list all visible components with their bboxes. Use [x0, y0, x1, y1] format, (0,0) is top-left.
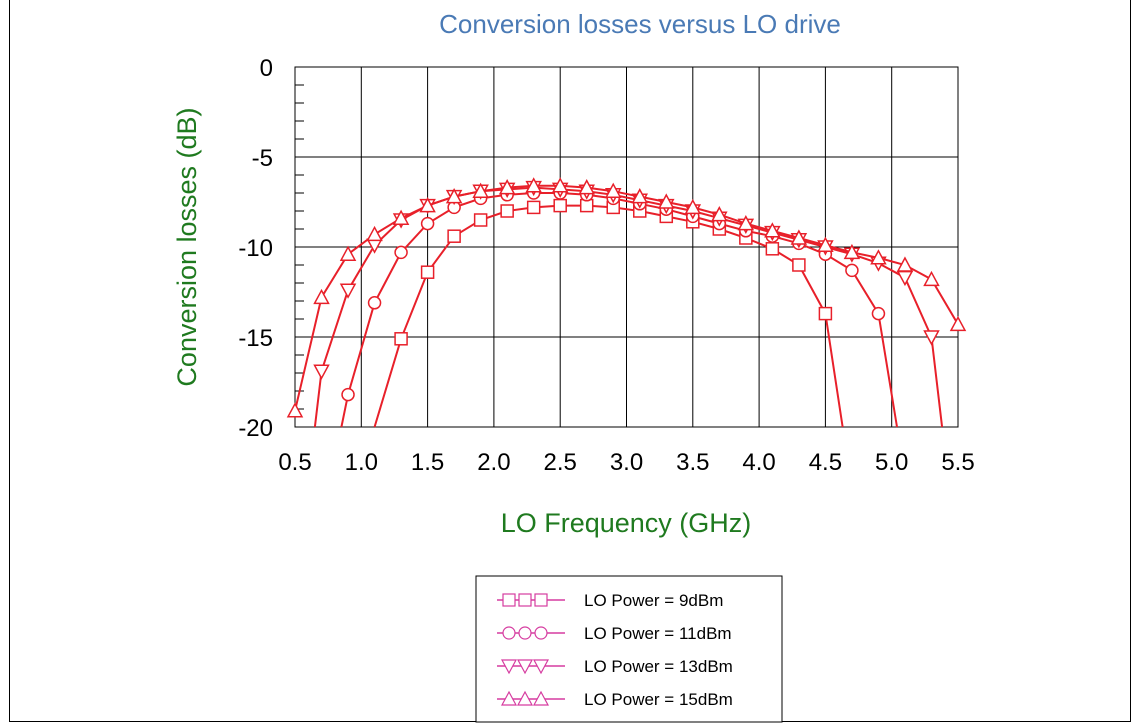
legend-marker — [532, 690, 550, 706]
data-point-marker — [711, 206, 728, 222]
series-4 — [286, 177, 967, 418]
data-point-marker — [684, 198, 702, 215]
tick-labels: 0.5 1.0 1.5 2.0 2.5 3.0 3.5 4.0 4.5 5.0 5.5 0 -5 -10 -… — [238, 55, 974, 476]
data-point-marker — [473, 213, 488, 227]
legend: LO Power = 9dBm LO Power = 11dBm LO Power … — [475, 575, 783, 723]
series-2 — [340, 186, 898, 428]
data-point-marker — [923, 270, 940, 287]
x-tick-label: 5.5 — [941, 449, 974, 476]
data-point-marker — [286, 402, 304, 418]
y-tick-label: -5 — [252, 145, 273, 172]
data-point-marker — [631, 188, 649, 204]
x-tick-label: 4.5 — [809, 449, 842, 476]
data-point-marker — [525, 177, 542, 193]
grid — [294, 66, 959, 428]
y-tick-label: -20 — [238, 415, 273, 442]
data-point-marker — [472, 182, 489, 198]
data-point-marker — [313, 288, 330, 305]
data-point-marker — [445, 188, 463, 204]
data-point-marker — [949, 315, 967, 332]
chart-title: Conversion losses versus LO drive — [439, 9, 841, 39]
legend-marker — [516, 690, 534, 706]
data-point-marker — [765, 242, 780, 256]
legend-marker — [502, 593, 516, 607]
x-tick-label: 3.0 — [610, 449, 643, 476]
x-tick-label: 2.5 — [544, 449, 577, 476]
y-tick-label: -10 — [238, 235, 273, 262]
legend-entry: LO Power = 9dBm — [497, 591, 723, 610]
x-tick-label: 1.0 — [345, 449, 378, 476]
data-point-marker — [419, 197, 436, 213]
data-point-marker — [392, 209, 410, 225]
data-point-marker — [447, 229, 461, 243]
y-tick-label: 0 — [260, 55, 273, 82]
data-point-marker — [367, 296, 382, 310]
data-point-marker — [870, 249, 887, 265]
legend-marker — [518, 593, 532, 607]
data-point-marker — [313, 364, 330, 380]
plot-border — [294, 66, 959, 428]
legend-label: LO Power = 15dBm — [584, 690, 733, 709]
data-point-marker — [790, 229, 808, 245]
data-point-marker — [498, 179, 516, 195]
data-point-marker — [578, 179, 595, 195]
legend-marker — [500, 690, 518, 706]
series-3 — [313, 180, 944, 428]
x-tick-label: 0.5 — [278, 449, 311, 476]
legend-label: LO Power = 9dBm — [584, 591, 723, 610]
x-tick-label: 3.5 — [676, 449, 709, 476]
data-point-marker — [845, 263, 859, 278]
series-line — [313, 186, 944, 428]
legend-marker — [502, 626, 516, 640]
x-axis-label: LO Frequency (GHz) — [501, 508, 752, 538]
legend-entry: LO Power = 11dBm — [497, 624, 732, 643]
legend-marker — [516, 659, 534, 675]
legend-marker — [518, 626, 532, 640]
data-point-marker — [526, 200, 541, 215]
x-tick-label: 4.0 — [742, 449, 775, 476]
legend-marker — [534, 593, 548, 607]
x-tick-label: 5.0 — [875, 449, 908, 476]
legend-entry: LO Power = 15dBm — [497, 690, 733, 709]
y-axis-label: Conversion losses (dB) — [172, 107, 202, 386]
series-line — [295, 184, 958, 412]
data-point-marker — [764, 222, 781, 238]
legend-entry: LO Power = 13dBm — [497, 657, 733, 676]
data-point-marker — [896, 256, 914, 272]
x-tick-label: 1.5 — [411, 449, 444, 476]
data-point-marker — [817, 236, 834, 252]
data-point-marker — [339, 283, 357, 299]
data-point-marker — [420, 216, 435, 231]
x-tick-label: 2.0 — [477, 449, 510, 476]
data-point-marker — [394, 245, 408, 260]
legend-label: LO Power = 11dBm — [584, 624, 732, 643]
data-point-marker — [818, 306, 833, 321]
data-point-marker — [500, 204, 514, 218]
data-point-marker — [658, 193, 675, 209]
data-point-marker — [896, 270, 914, 287]
data-point-marker — [366, 225, 383, 242]
data-point-marker — [339, 245, 357, 261]
y-tick-label: -15 — [238, 325, 273, 352]
data-point-marker — [604, 182, 622, 198]
data-point-marker — [420, 265, 435, 279]
data-point-marker — [923, 330, 940, 346]
data-point-marker — [341, 387, 355, 402]
series-layer — [286, 177, 967, 428]
legend-label: LO Power = 13dBm — [584, 657, 733, 676]
data-point-marker — [553, 198, 567, 213]
data-point-marker — [871, 306, 886, 321]
data-point-marker — [843, 243, 861, 260]
legend-marker — [534, 626, 548, 640]
data-point-marker — [394, 332, 408, 346]
data-point-marker — [792, 258, 806, 272]
data-point-marker — [551, 177, 569, 193]
legend-marker — [500, 659, 518, 675]
data-point-marker — [737, 215, 755, 231]
legend-marker — [532, 659, 550, 675]
